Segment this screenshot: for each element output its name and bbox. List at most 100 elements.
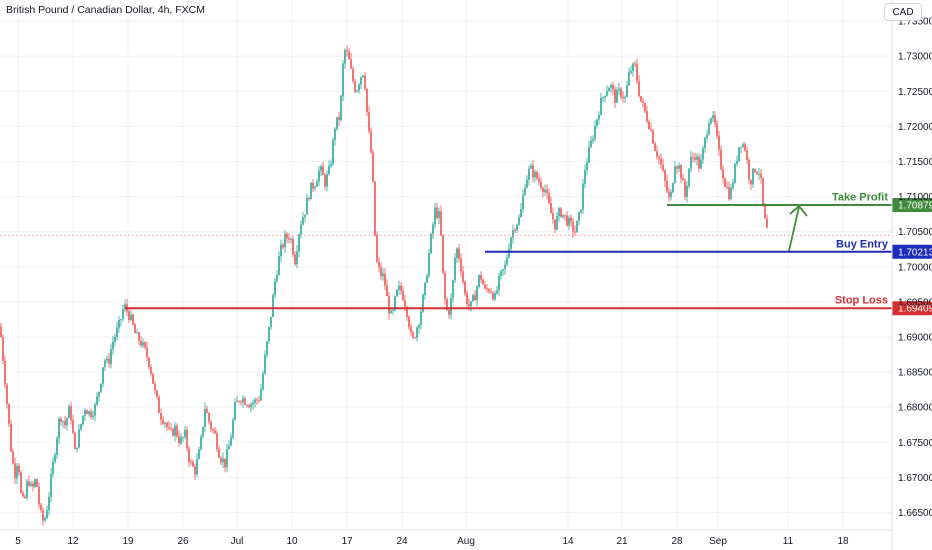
candle-body — [320, 166, 322, 171]
candle-body — [200, 436, 202, 450]
candle-body — [134, 324, 136, 334]
candle-body — [278, 256, 280, 275]
candle-body — [618, 88, 620, 91]
take-profit-price-label: 1.70879 — [898, 201, 932, 212]
candle-body — [758, 173, 760, 175]
candle-body — [234, 402, 236, 420]
candle-body — [432, 224, 434, 234]
candle-body — [644, 103, 646, 112]
candle-body — [570, 217, 572, 222]
candle-body — [218, 449, 220, 458]
candle-body — [32, 483, 34, 487]
candle-body — [386, 285, 388, 297]
x-tick-label: 10 — [286, 536, 298, 547]
candle-body — [648, 121, 650, 129]
projection-arrow — [788, 205, 808, 252]
candle-body — [132, 314, 134, 325]
candle-body — [372, 152, 374, 182]
candle-body — [732, 182, 734, 188]
candle-body — [448, 309, 450, 315]
candle-body — [420, 311, 422, 325]
currency-button[interactable]: CAD — [884, 3, 922, 21]
candle-body — [362, 75, 364, 78]
candle-body — [242, 398, 244, 403]
candle-body — [164, 422, 166, 424]
candle-body — [446, 299, 448, 310]
candle-body — [266, 341, 268, 355]
candle-body — [560, 208, 562, 217]
candle-body — [310, 182, 312, 200]
candle-body — [508, 248, 510, 258]
candle-body — [236, 400, 238, 403]
candle-body — [402, 290, 404, 301]
candle-body — [288, 238, 290, 240]
candle-body — [6, 384, 8, 404]
candle-body — [28, 481, 30, 486]
candle-body — [94, 404, 96, 416]
candle-body — [306, 198, 308, 215]
candle-body — [506, 257, 508, 265]
candle-body — [220, 457, 222, 463]
y-tick-label: 1.73000 — [898, 52, 932, 63]
take-profit-price-tag — [892, 198, 932, 213]
candle-body — [114, 337, 116, 342]
candle-body — [436, 207, 438, 218]
candle-body — [586, 162, 588, 171]
candle-body — [136, 332, 138, 334]
candle-body — [358, 84, 360, 91]
candle-body — [756, 172, 758, 174]
candle-body — [654, 143, 656, 151]
candle-body — [92, 415, 94, 418]
candle-body — [18, 465, 20, 473]
candle-body — [292, 239, 294, 255]
candle-body — [422, 294, 424, 312]
candle-body — [186, 430, 188, 449]
candle-body — [690, 156, 692, 169]
candle-body — [476, 286, 478, 301]
candle-body — [428, 253, 430, 276]
candle-body — [406, 306, 408, 318]
candle-body — [462, 271, 464, 282]
candle-body — [714, 115, 716, 124]
candle-body — [2, 337, 4, 361]
candle-body — [56, 438, 58, 455]
candle-body — [496, 290, 498, 294]
candle-body — [504, 264, 506, 270]
candle-body — [672, 183, 674, 193]
x-tick-label: 24 — [396, 536, 408, 547]
candle-body — [210, 421, 212, 429]
candle-body — [730, 187, 732, 200]
candle-body — [576, 220, 578, 233]
candle-body — [438, 211, 440, 218]
candle-body — [708, 123, 710, 135]
candle-body — [538, 178, 540, 182]
take-profit-name: Take Profit — [832, 192, 888, 204]
candle-body — [296, 251, 298, 265]
candle-body — [340, 96, 342, 121]
candle-body — [456, 248, 458, 258]
candle-body — [346, 50, 348, 52]
candle-body — [172, 428, 174, 436]
candle-body — [104, 360, 106, 368]
candle-body — [440, 211, 442, 235]
candle-body — [746, 150, 748, 160]
candle-body — [556, 215, 558, 230]
candle-body — [302, 217, 304, 225]
candle-body — [350, 59, 352, 69]
candle-body — [502, 269, 504, 271]
candle-body — [748, 159, 750, 180]
candle-body — [230, 437, 232, 446]
candle-body — [390, 310, 392, 314]
stop-loss-name: Stop Loss — [835, 295, 888, 307]
candle-body — [474, 295, 476, 301]
candle-body — [724, 178, 726, 187]
candle-body — [270, 316, 272, 328]
candle-body — [604, 95, 606, 98]
candle-body — [238, 400, 240, 402]
candle-body — [646, 111, 648, 122]
candle-body — [388, 296, 390, 314]
candle-body — [34, 479, 36, 487]
candle-body — [636, 63, 638, 81]
candle-body — [716, 123, 718, 136]
